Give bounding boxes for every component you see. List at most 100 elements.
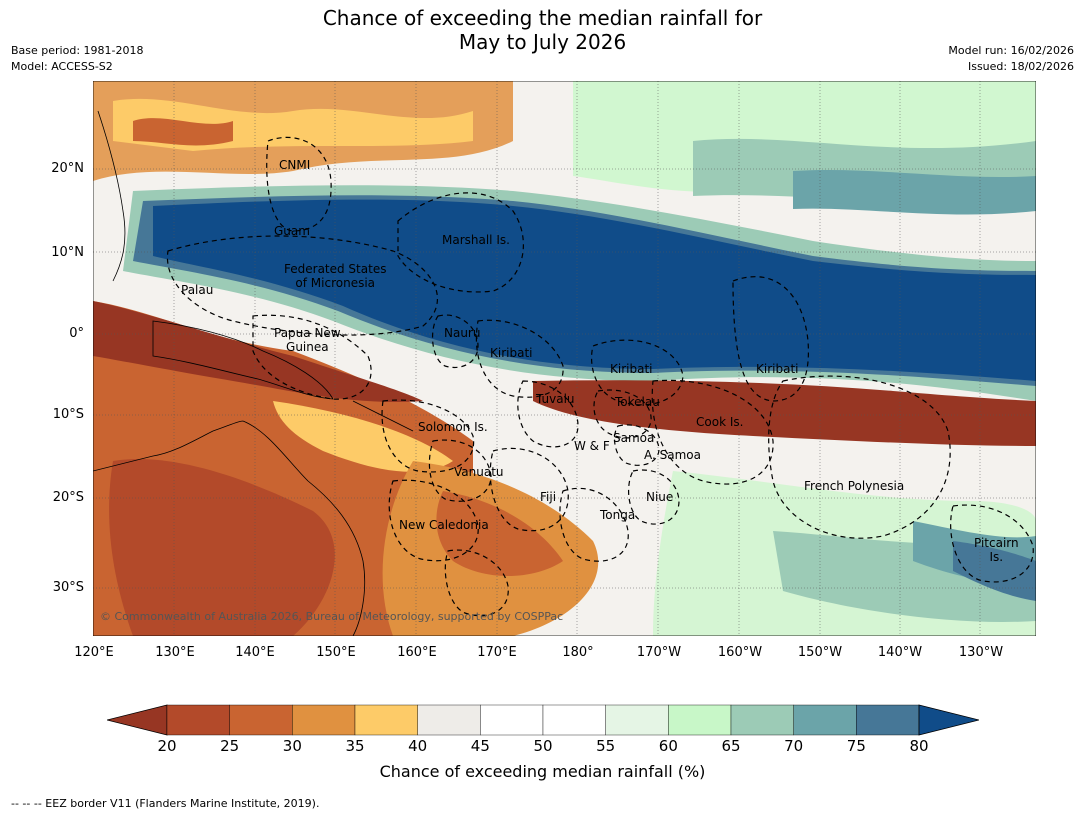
label-pitcairn-line1: Pitcairn [974, 536, 1019, 550]
colorbar-tick-label: 25 [220, 737, 240, 755]
label-niue: Niue [646, 490, 674, 504]
lat-label-10n: 10°N [51, 245, 84, 260]
colorbar-tick-label: 55 [596, 737, 616, 755]
lon-label-120e: 120°E [74, 645, 114, 660]
east-dry-tongue [533, 380, 1036, 446]
label-fiji: Fiji [540, 490, 557, 504]
lon-label-130e: 130°E [155, 645, 195, 660]
label-png-line2: Guinea [286, 340, 329, 354]
label-kiribati-east: Kiribati [756, 362, 799, 376]
colorbar-tick-label: 60 [658, 737, 678, 755]
chart-title: Chance of exceeding the median rainfall … [0, 6, 1085, 54]
label-solomon-islands: Solomon Is. [418, 420, 488, 434]
colorbar-segment [605, 704, 669, 736]
colorbar-segment [354, 704, 418, 736]
coastlines [93, 110, 414, 636]
colorbar-segment [668, 704, 732, 736]
lon-label-130w: 130°W [958, 645, 1004, 660]
meta-right: Model run: 16/02/2026 Issued: 18/02/2026 [948, 43, 1074, 75]
colorbar-segment [793, 704, 857, 736]
eez-png [252, 314, 372, 400]
colorbar-segment [730, 704, 794, 736]
colorbar-tick-label: 80 [909, 737, 929, 755]
label-fsm-line2: of Micronesia [295, 276, 376, 290]
colorbar-extend-high [918, 704, 979, 736]
title-line-2: May to July 2026 [458, 30, 627, 54]
model-name: Model: ACCESS-S2 [11, 60, 113, 73]
colorbar-tick-label: 65 [721, 737, 741, 755]
label-palau: Palau [181, 283, 214, 297]
colorbar-tick-label: 75 [846, 737, 866, 755]
base-period: Base period: 1981-2018 [11, 44, 144, 57]
colorbar [107, 704, 979, 736]
colorbar-tick-label: 45 [470, 737, 490, 755]
label-tonga: Tonga [600, 508, 636, 522]
eez-kiribati-line [732, 276, 810, 402]
australia-coast [93, 420, 366, 636]
label-kiribati-west: Kiribati [490, 346, 533, 360]
png-dry-core [93, 301, 423, 402]
model-run: Model run: 16/02/2026 [948, 44, 1074, 57]
colorbar-segment [856, 704, 920, 736]
label-cook-islands: Cook Is. [696, 415, 744, 429]
colorbar-tick-label: 35 [345, 737, 365, 755]
lon-label-140w: 140°W [877, 645, 923, 660]
coral-sea-light [273, 401, 453, 472]
eez-marshall [397, 192, 524, 293]
lon-label-140e: 140°E [235, 645, 275, 660]
philippines-coast [97, 110, 126, 282]
rainfall-map [93, 81, 1036, 636]
lon-label-160e: 160°E [397, 645, 437, 660]
eez-nauru [431, 314, 479, 368]
eez-solomon [381, 399, 475, 473]
lat-label-10s: 10°S [52, 407, 84, 422]
colorbar-tick-label: 50 [533, 737, 553, 755]
south-central-dry-dark [436, 491, 563, 576]
label-tokelau: Tokelau [615, 395, 660, 409]
eez-borders [166, 136, 1034, 617]
label-pitcairn: Pitcairn Is. [974, 536, 1019, 564]
label-pitcairn-line2: Is. [989, 550, 1004, 564]
eez-tuvalu [517, 380, 579, 448]
label-fsm: Federated States of Micronesia [284, 262, 386, 290]
colorbar-segment [166, 704, 230, 736]
eez-tokelau [593, 389, 652, 439]
pitcairn-wet-core [953, 541, 1036, 601]
colorbar-tick-label: 20 [157, 737, 177, 755]
label-marshall-islands: Marshall Is. [442, 233, 510, 247]
eez-nz-kermadec [444, 549, 509, 617]
new-guinea-coast [152, 320, 334, 400]
lon-label-170w: 170°W [636, 645, 682, 660]
north-east-wet-3 [793, 169, 1036, 215]
label-nauru: Nauru [444, 326, 481, 340]
eez-cnmi [266, 136, 332, 232]
colorbar-segment [417, 704, 481, 736]
issued-date: Issued: 18/02/2026 [967, 60, 1074, 73]
colorbar-label: Chance of exceeding median rainfall (%) [379, 762, 706, 781]
colorbar-extend-low [107, 704, 168, 736]
colorbar-tick-label: 30 [282, 737, 302, 755]
label-kiribati-central: Kiribati [610, 362, 653, 376]
lon-label-150e: 150°E [316, 645, 356, 660]
eez-cook [651, 379, 774, 485]
itcz-core [153, 199, 1036, 381]
eez-niue [627, 469, 680, 525]
copyright-notice: © Commonwealth of Australia 2026, Bureau… [100, 610, 564, 623]
label-fsm-line1: Federated States [284, 262, 387, 276]
graticule [93, 81, 1036, 636]
label-american-samoa: A. Samoa [644, 448, 701, 462]
label-samoa: Samoa [613, 431, 655, 445]
lon-label-170e: 170°E [477, 645, 517, 660]
solomons-coast [352, 400, 414, 432]
meta-left: Base period: 1981-2018 Model: ACCESS-S2 [11, 43, 143, 75]
eez-pitcairn [950, 504, 1034, 583]
eez-vanuatu [428, 439, 492, 502]
lon-label-180: 180° [562, 645, 594, 660]
label-new-caledonia: New Caledonia [399, 518, 489, 532]
eez-new-caledonia [388, 479, 479, 562]
label-cnmi: CNMI [279, 158, 311, 172]
colorbar-segment [229, 704, 293, 736]
lon-label-160w: 160°W [717, 645, 763, 660]
title-line-1: Chance of exceeding the median rainfall … [322, 6, 763, 30]
lat-label-20n: 20°N [51, 161, 84, 176]
